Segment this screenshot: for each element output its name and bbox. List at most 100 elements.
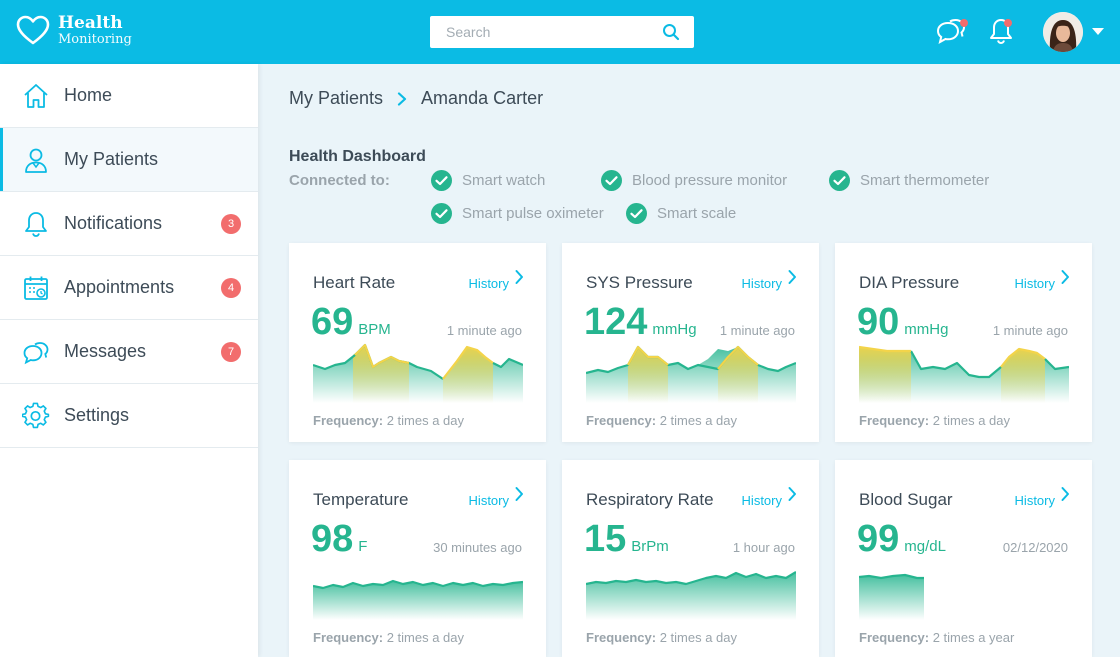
sys-pressure-history-link[interactable]: History (742, 269, 797, 291)
card-frequency: Frequency: 2 times a day (586, 630, 737, 645)
frequency-label: Frequency: (313, 630, 384, 645)
gear-icon (22, 402, 50, 429)
device-label: Smart watch (462, 172, 546, 189)
frequency-label: Frequency: (586, 630, 657, 645)
sidebar-item-label: Appointments (64, 277, 175, 297)
chevron-right-icon (1061, 270, 1069, 284)
blood-sugar-value: 99 (857, 518, 900, 560)
blood-sugar-sparkline (859, 573, 924, 620)
dia-pressure-value: 90 (857, 301, 900, 343)
card-frequency: Frequency: 2 times a year (859, 630, 1014, 645)
card-reading: 124 mmHg (584, 301, 697, 344)
card-frequency: Frequency: 2 times a day (313, 630, 464, 645)
sys-pressure-unit: mmHg (652, 321, 697, 338)
sys-pressure-value: 124 (584, 301, 648, 343)
sidebar-item-label: Messages (64, 341, 147, 361)
notifications-count-badge: 3 (221, 213, 241, 234)
card-title: Heart Rate (313, 273, 396, 292)
frequency-label: Frequency: (586, 413, 657, 428)
frequency-label: Frequency: (313, 413, 384, 428)
device-smart-pulse-oximeter: Smart pulse oximeter (431, 203, 604, 224)
dashboard-title: Health Dashboard (289, 148, 426, 165)
heart-rate-sparkline (313, 343, 523, 403)
respiratory-rate-card: Respiratory Rate History 15 BrPm 1 hour … (562, 460, 819, 657)
breadcrumb-current: Amanda Carter (421, 88, 544, 108)
sidebar-item-notifications[interactable]: Notifications 3 (0, 192, 258, 256)
breadcrumb: My Patients Amanda Carter (289, 88, 543, 109)
history-label: History (741, 493, 782, 508)
frequency-label: Frequency: (859, 413, 930, 428)
temperature-value: 98 (311, 518, 354, 560)
card-title: Temperature (313, 490, 409, 509)
card-reading: 99 mg/dL (857, 518, 946, 561)
patient-icon (25, 148, 47, 173)
sidebar-item-home[interactable]: Home (0, 64, 258, 128)
search-input[interactable] (430, 16, 650, 48)
last-updated: 30 minutes ago (433, 540, 522, 555)
respiratory-rate-history-link[interactable]: History (742, 486, 797, 508)
sidebar: Home My Patients Notifications 3 Appoint… (0, 64, 258, 657)
heart-rate-unit: BPM (358, 321, 391, 338)
respiratory-rate-unit: BrPm (631, 538, 669, 555)
temperature-sparkline (313, 579, 523, 620)
sidebar-item-appointments[interactable]: Appointments 4 (0, 256, 258, 320)
check-circle-icon (431, 170, 452, 191)
device-label: Blood pressure monitor (632, 172, 788, 189)
sidebar-item-label: Notifications (64, 213, 163, 233)
chevron-down-icon[interactable] (1092, 28, 1104, 35)
sidebar-item-label: Home (64, 85, 113, 105)
avatar[interactable] (1043, 12, 1083, 52)
search-icon[interactable] (662, 23, 680, 41)
dia-pressure-history-link[interactable]: History (1015, 269, 1070, 291)
sidebar-item-messages[interactable]: Messages 7 (0, 320, 258, 384)
sidebar-item-my-patients[interactable]: My Patients (0, 128, 258, 192)
blood-sugar-history-link[interactable]: History (1015, 486, 1070, 508)
temperature-history-link[interactable]: History (469, 486, 524, 508)
device-blood-pressure-monitor: Blood pressure monitor (601, 170, 787, 191)
card-title: SYS Pressure (586, 273, 693, 292)
history-label: History (741, 276, 782, 291)
check-circle-icon (829, 170, 850, 191)
heart-rate-history-link[interactable]: History (469, 269, 524, 291)
respiratory-rate-sparkline (586, 571, 796, 620)
check-circle-icon (626, 203, 647, 224)
notifications-button[interactable] (988, 17, 1014, 50)
user-avatar-icon (1043, 12, 1083, 52)
messages-button[interactable] (936, 17, 968, 50)
appointments-count-badge: 4 (221, 277, 241, 298)
history-label: History (1014, 493, 1055, 508)
frequency-value: 2 times a day (659, 413, 738, 428)
home-icon (24, 84, 48, 108)
history-label: History (1014, 276, 1055, 291)
last-updated: 1 hour ago (732, 540, 795, 555)
history-label: History (468, 276, 509, 291)
connected-to-label: Connected to: (289, 172, 390, 189)
frequency-value: 2 times a day (932, 413, 1011, 428)
app-title: Health (58, 12, 123, 33)
app-logo[interactable]: Health Monitoring (16, 14, 132, 46)
messages-count-badge: 7 (221, 341, 241, 362)
dia-pressure-sparkline (859, 345, 1069, 403)
sidebar-item-label: Settings (64, 405, 130, 425)
heart-rate-card: Heart Rate History 69 BPM 1 minute ago F… (289, 243, 546, 442)
sidebar-item-settings[interactable]: Settings (0, 384, 258, 448)
card-reading: 15 BrPm (584, 518, 669, 561)
card-frequency: Frequency: 2 times a day (859, 413, 1010, 428)
device-smart-thermometer: Smart thermometer (829, 170, 989, 191)
calendar-icon (24, 276, 48, 300)
card-frequency: Frequency: 2 times a day (313, 413, 464, 428)
device-smart-scale: Smart scale (626, 203, 736, 224)
sidebar-item-label: My Patients (64, 149, 159, 169)
bell-icon (25, 212, 47, 237)
blood-sugar-card: Blood Sugar History 99 mg/dL 02/12/2020 … (835, 460, 1092, 657)
sys-pressure-card: SYS Pressure History 124 mmHg 1 minute a… (562, 243, 819, 442)
frequency-value: 2 times a year (932, 630, 1015, 645)
card-title: Respiratory Rate (586, 490, 714, 509)
chevron-right-icon (397, 91, 407, 106)
breadcrumb-parent-link[interactable]: My Patients (289, 88, 384, 108)
notification-alert-dot (1004, 19, 1012, 27)
check-circle-icon (601, 170, 622, 191)
chevron-right-icon (788, 487, 796, 501)
chevron-right-icon (788, 270, 796, 284)
chat-icon (23, 342, 49, 365)
